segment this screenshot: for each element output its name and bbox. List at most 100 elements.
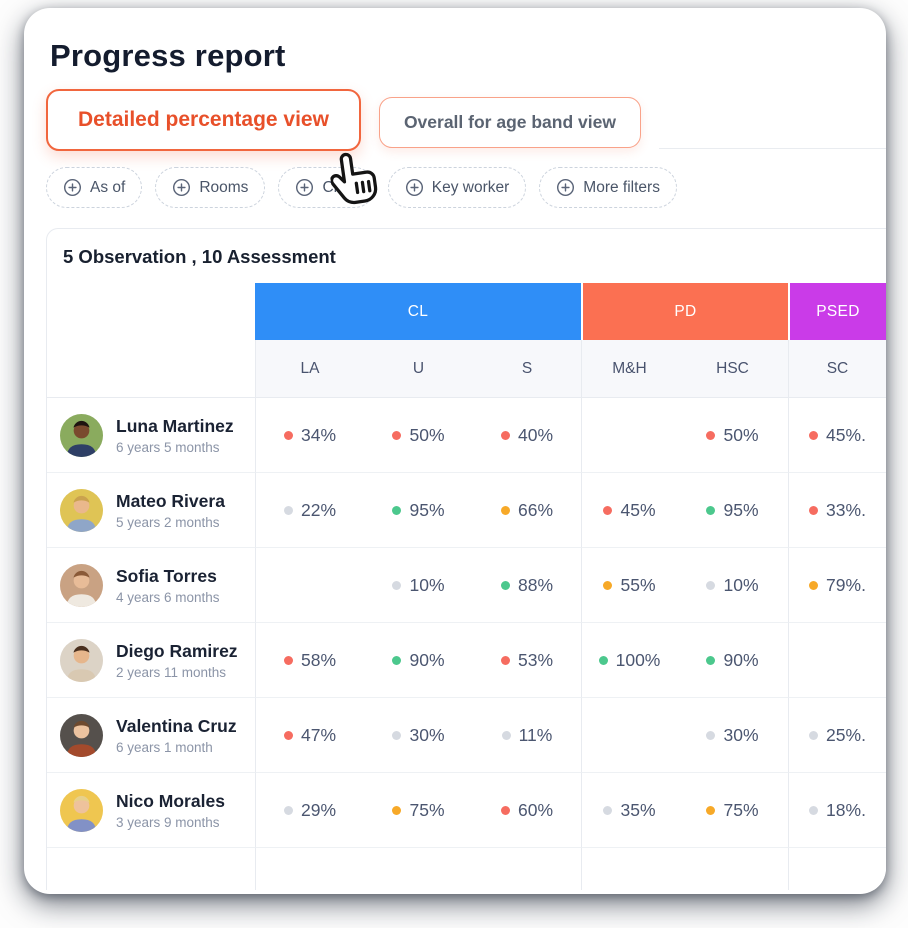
score-text: 34% (300, 424, 337, 445)
score-cell-sc[interactable]: 25%. (788, 698, 886, 773)
child-row-diego-ramirez[interactable]: Diego Ramirez 2 years 11 months (47, 623, 255, 698)
score-cell-hsc[interactable]: 75% (677, 773, 788, 848)
score-cell-s[interactable]: 66% (473, 473, 581, 548)
score-value: 25%. (809, 725, 866, 746)
name-column-header (47, 283, 255, 398)
score-value: 45% (603, 500, 656, 521)
score-cell-s[interactable]: 60% (473, 773, 581, 848)
child-avatar (60, 488, 103, 532)
status-dot-red (392, 430, 402, 440)
child-age: 6 years 5 months (116, 439, 220, 455)
child-name: Sofia Torres (116, 565, 217, 586)
score-cell-m-h[interactable]: 55% (581, 548, 677, 623)
child-name: Valentina Cruz (116, 715, 237, 736)
score-cell-la[interactable]: 29% (255, 773, 364, 848)
score-cell-la[interactable]: 47% (255, 698, 364, 773)
plus-circle-icon (63, 178, 82, 197)
child-name: Mateo Rivera (116, 490, 225, 511)
status-dot-red (603, 505, 613, 515)
child-age: 2 years 11 months (116, 664, 227, 680)
filter-chip-rooms[interactable]: Rooms (155, 167, 266, 208)
score-cell-sc[interactable]: 45%. (788, 398, 886, 473)
score-cell-hsc[interactable]: 30% (677, 698, 788, 773)
score-text: 53% (517, 649, 554, 670)
child-avatar (60, 713, 103, 757)
score-cell-sc[interactable]: 18%. (788, 773, 886, 848)
score-cell-sc[interactable] (788, 623, 886, 698)
score-cell-m-h[interactable]: 100% (581, 623, 677, 698)
score-value: 33%. (809, 500, 866, 521)
score-cell-sc[interactable]: 33%. (788, 473, 886, 548)
child-identity: Valentina Cruz 6 years 1 month (116, 716, 237, 755)
child-identity: Nico Morales 3 years 9 months (116, 791, 225, 830)
filter-chip-label: More filters (583, 178, 660, 196)
score-value: 58% (283, 650, 336, 671)
filter-chip-more-filters[interactable]: More filters (539, 167, 677, 208)
score-cell-u[interactable]: 75% (364, 773, 473, 848)
child-name: Diego Ramirez (116, 640, 238, 661)
tab-detailed-percentage-view[interactable]: Detailed percentage view (46, 89, 361, 151)
status-dot-red (706, 430, 716, 440)
status-dot-gray (392, 580, 402, 590)
score-cell-u[interactable]: 95% (364, 473, 473, 548)
filter-chip-child[interactable]: Child (278, 167, 375, 208)
child-row-valentina-cruz[interactable]: Valentina Cruz 6 years 1 month (47, 698, 255, 773)
filter-bar: As of Rooms Child Key worker More filters (46, 167, 886, 208)
score-cell-m-h[interactable] (581, 398, 677, 473)
score-text: 10% (409, 574, 445, 595)
score-cell-hsc[interactable]: 90% (677, 623, 788, 698)
child-avatar (60, 788, 103, 832)
score-cell-la[interactable]: 22% (255, 473, 364, 548)
score-cell-u[interactable]: 10% (364, 548, 473, 623)
score-text: 95% (409, 499, 445, 520)
score-cell-hsc[interactable]: 50% (677, 398, 788, 473)
score-text: 88% (517, 574, 554, 595)
status-dot-green (706, 655, 716, 665)
filter-chip-key-worker[interactable]: Key worker (387, 167, 527, 208)
tab-overall-for-age-band-view[interactable]: Overall for age band view (378, 97, 641, 148)
score-cell-m-h[interactable] (581, 698, 677, 773)
score-value: 50% (706, 425, 759, 446)
status-dot-red (283, 730, 293, 740)
score-cell-m-h[interactable]: 35% (581, 773, 677, 848)
child-row-nico-morales[interactable]: Nico Morales 3 years 9 months (47, 773, 255, 848)
group-header-cl: CL (255, 283, 581, 340)
filter-chip-as-of[interactable]: As of (46, 167, 143, 208)
score-cell-s[interactable]: 53% (473, 623, 581, 698)
score-cell-la[interactable]: 58% (255, 623, 364, 698)
score-text: 22% (300, 499, 337, 520)
table-summary: 5 Observation , 10 Assessment (63, 246, 336, 267)
score-value: 95% (392, 499, 445, 521)
status-dot-gray (706, 730, 716, 740)
score-value: 10% (706, 575, 759, 596)
status-dot-red (500, 805, 510, 815)
score-text: 25%. (826, 724, 866, 745)
score-cell-m-h[interactable]: 45% (581, 473, 677, 548)
score-text: 47% (300, 724, 337, 745)
tab-baseline (658, 148, 886, 149)
score-cell-s[interactable]: 88% (473, 548, 581, 623)
score-cell-la[interactable] (255, 548, 364, 623)
score-cell-la[interactable]: 34% (255, 398, 364, 473)
child-name: Luna Martinez (116, 415, 234, 436)
child-identity: Luna Martinez 6 years 5 months (116, 416, 234, 455)
child-row-sofia-torres[interactable]: Sofia Torres 4 years 6 months (47, 548, 255, 623)
score-cell-u[interactable]: 30% (364, 698, 473, 773)
score-cell-hsc[interactable]: 95% (677, 473, 788, 548)
score-cell-sc[interactable]: 79%. (788, 548, 886, 623)
score-value: 18%. (809, 800, 866, 821)
filter-chip-label: Child (322, 178, 358, 196)
score-cell-s[interactable]: 11% (473, 698, 581, 773)
score-text: 50% (409, 424, 445, 445)
score-cell-s[interactable]: 40% (473, 398, 581, 473)
status-dot-gray (283, 505, 293, 515)
score-cell-hsc[interactable]: 10% (677, 548, 788, 623)
score-value: 90% (706, 650, 759, 671)
score-cell-u[interactable]: 90% (364, 623, 473, 698)
score-value: 30% (706, 725, 759, 746)
child-row-mateo-rivera[interactable]: Mateo Rivera 5 years 2 months (47, 473, 255, 548)
column-header-m-h: M&H (581, 340, 677, 398)
score-value: 60% (500, 800, 553, 821)
score-cell-u[interactable]: 50% (364, 398, 473, 473)
child-row-luna-martinez[interactable]: Luna Martinez 6 years 5 months (47, 398, 255, 473)
